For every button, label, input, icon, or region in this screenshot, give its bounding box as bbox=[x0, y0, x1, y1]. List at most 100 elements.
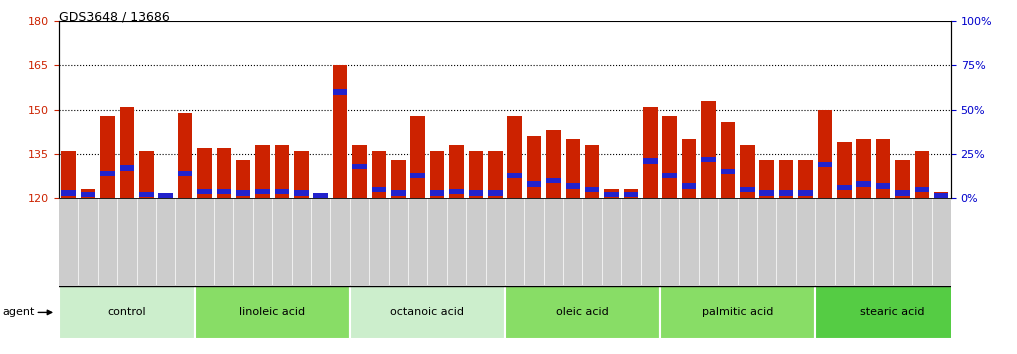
Bar bbox=[643, 159, 658, 164]
Bar bbox=[194, 286, 350, 339]
Bar bbox=[702, 156, 716, 162]
Bar bbox=[217, 188, 231, 194]
Bar bbox=[760, 160, 774, 198]
Bar bbox=[80, 189, 96, 198]
Bar bbox=[411, 116, 425, 198]
Text: agent: agent bbox=[2, 307, 35, 318]
Bar bbox=[662, 116, 677, 198]
Text: linoleic acid: linoleic acid bbox=[239, 307, 305, 318]
Bar bbox=[914, 151, 930, 198]
Bar bbox=[159, 193, 173, 198]
Bar bbox=[352, 164, 367, 169]
Bar bbox=[469, 151, 483, 198]
Bar bbox=[333, 89, 348, 95]
Bar bbox=[313, 195, 328, 198]
Bar bbox=[236, 160, 250, 198]
Bar bbox=[585, 145, 599, 198]
Bar bbox=[798, 160, 813, 198]
Bar bbox=[546, 130, 560, 198]
Bar bbox=[139, 192, 154, 198]
Bar bbox=[585, 187, 599, 192]
Bar bbox=[662, 172, 677, 178]
Bar bbox=[565, 183, 580, 188]
Bar bbox=[856, 139, 871, 198]
Text: GDS3648 / 13686: GDS3648 / 13686 bbox=[59, 11, 170, 24]
Bar bbox=[488, 151, 502, 198]
Bar bbox=[333, 65, 348, 198]
Text: control: control bbox=[108, 307, 146, 318]
Bar bbox=[294, 190, 308, 196]
Bar bbox=[61, 190, 76, 196]
Bar bbox=[779, 190, 793, 196]
Bar bbox=[350, 286, 505, 339]
Bar bbox=[275, 145, 289, 198]
Bar bbox=[507, 116, 522, 198]
Bar bbox=[623, 189, 639, 198]
Bar bbox=[895, 190, 909, 196]
Bar bbox=[217, 148, 231, 198]
Bar bbox=[721, 169, 735, 175]
Bar bbox=[604, 192, 619, 198]
Bar bbox=[740, 145, 755, 198]
Bar bbox=[660, 286, 816, 339]
Bar bbox=[313, 193, 328, 198]
Bar bbox=[101, 171, 115, 176]
Bar bbox=[818, 162, 832, 167]
Bar bbox=[197, 188, 212, 194]
Bar bbox=[59, 286, 194, 339]
Bar bbox=[371, 187, 386, 192]
Text: palmitic acid: palmitic acid bbox=[702, 307, 773, 318]
Bar bbox=[488, 190, 502, 196]
Bar bbox=[391, 160, 406, 198]
Text: oleic acid: oleic acid bbox=[556, 307, 609, 318]
Bar bbox=[178, 171, 192, 176]
Bar bbox=[527, 181, 541, 187]
Bar bbox=[565, 139, 580, 198]
Bar bbox=[61, 151, 76, 198]
Bar bbox=[411, 172, 425, 178]
Bar bbox=[430, 190, 444, 196]
Bar bbox=[702, 101, 716, 198]
Bar bbox=[178, 113, 192, 198]
Bar bbox=[740, 187, 755, 192]
Bar bbox=[837, 142, 851, 198]
Bar bbox=[275, 188, 289, 194]
Bar bbox=[236, 190, 250, 196]
Bar bbox=[101, 116, 115, 198]
Bar bbox=[876, 183, 890, 188]
Bar bbox=[371, 151, 386, 198]
Bar bbox=[80, 192, 96, 198]
Bar bbox=[760, 190, 774, 196]
Bar bbox=[895, 160, 909, 198]
Bar bbox=[352, 145, 367, 198]
Bar bbox=[643, 107, 658, 198]
Bar bbox=[197, 148, 212, 198]
Bar bbox=[120, 166, 134, 171]
Bar bbox=[255, 188, 270, 194]
Bar bbox=[255, 145, 270, 198]
Bar bbox=[391, 190, 406, 196]
Bar bbox=[159, 195, 173, 198]
Text: octanoic acid: octanoic acid bbox=[391, 307, 465, 318]
Bar bbox=[876, 139, 890, 198]
Bar bbox=[721, 121, 735, 198]
Bar bbox=[623, 192, 639, 198]
Text: stearic acid: stearic acid bbox=[860, 307, 925, 318]
Bar bbox=[816, 286, 970, 339]
Bar bbox=[779, 160, 793, 198]
Bar bbox=[818, 110, 832, 198]
Bar bbox=[681, 183, 697, 188]
Bar bbox=[934, 193, 949, 198]
Bar bbox=[139, 151, 154, 198]
Bar bbox=[546, 178, 560, 183]
Bar bbox=[120, 107, 134, 198]
Bar bbox=[837, 185, 851, 190]
Bar bbox=[527, 136, 541, 198]
Bar bbox=[934, 192, 949, 198]
Bar bbox=[430, 151, 444, 198]
Bar bbox=[505, 286, 660, 339]
Bar bbox=[469, 190, 483, 196]
Bar bbox=[294, 151, 308, 198]
Bar bbox=[450, 188, 464, 194]
Bar bbox=[450, 145, 464, 198]
